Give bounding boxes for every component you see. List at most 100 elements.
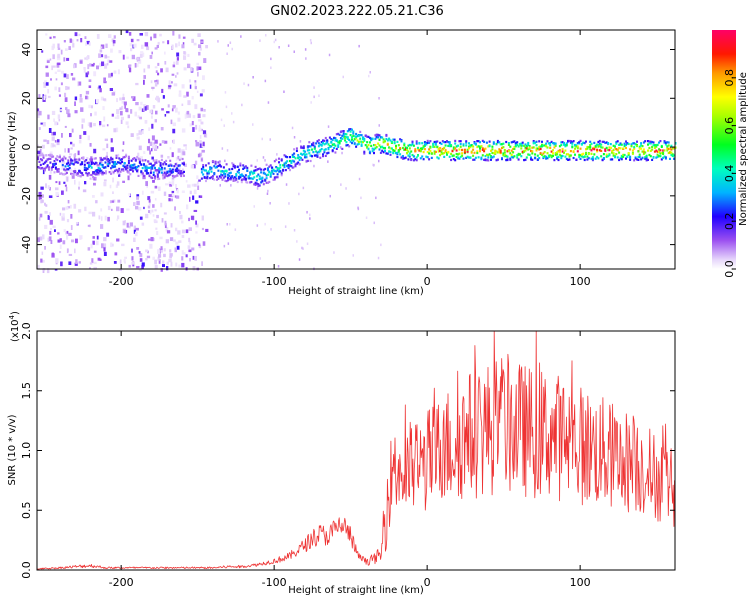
ridge-cell [289, 169, 291, 172]
noise-cell [135, 82, 139, 86]
noise-cell [223, 124, 225, 127]
ridge-cell [349, 130, 352, 133]
noise-cell [103, 181, 107, 187]
ridge-cell [165, 159, 168, 162]
noise-cell [190, 215, 195, 220]
noise-cell [38, 217, 41, 221]
ridge-cell [351, 128, 353, 131]
ridge-cell [290, 161, 293, 165]
ridge-cell [368, 151, 371, 155]
noise-cell [39, 236, 43, 241]
noise-cell [65, 186, 68, 192]
noise-cell [189, 258, 191, 262]
ridge-cell [276, 169, 279, 172]
noise-cell [154, 144, 157, 150]
ridge-cell [183, 163, 185, 166]
ridge-cell [67, 159, 70, 162]
ridge-cell [452, 148, 455, 151]
ridge-cell [227, 174, 229, 177]
ridge-cell [530, 149, 532, 153]
ridge-cell [602, 153, 605, 156]
ridge-cell [342, 130, 345, 133]
ridge-cell [589, 145, 592, 149]
ridge-cell [454, 159, 457, 162]
ridge-cell [99, 162, 101, 165]
colorbar: 0.00.20.40.60.8 Normalized spectral ampl… [712, 30, 749, 278]
ridge-cell [132, 170, 134, 173]
ridge-cell [578, 142, 581, 145]
ridge-cell [311, 155, 313, 158]
noise-cell [201, 149, 205, 153]
noise-cell [133, 229, 136, 234]
ridge-cell [568, 158, 571, 161]
noise-cell [79, 94, 82, 98]
ridge-cell [344, 133, 347, 136]
ridge-cell [174, 175, 177, 178]
noise-cell [163, 248, 166, 252]
ridge-cell [638, 153, 641, 156]
ridge-cell [235, 173, 238, 176]
noise-cell [70, 225, 73, 230]
ridge-cell [401, 146, 404, 150]
noise-cell [116, 98, 118, 103]
noise-cell [55, 191, 59, 196]
ridge-cell [107, 164, 110, 168]
noise-cell [50, 78, 52, 81]
ridge-cell [132, 167, 134, 170]
ridge-cell [468, 145, 470, 148]
ridge-cell [656, 143, 659, 146]
ridge-cell [162, 162, 165, 165]
ridge-cell [116, 171, 119, 174]
noise-cell [202, 75, 205, 80]
noise-cell [177, 148, 181, 153]
ridge-cell [114, 161, 117, 164]
noise-cell [100, 208, 103, 212]
noise-cell [357, 206, 359, 210]
noise-cell [91, 258, 94, 263]
ridge-cell [293, 155, 296, 158]
ridge-cell [345, 144, 348, 147]
ridge-cell [461, 152, 464, 155]
ridge-cell [129, 166, 132, 169]
ridge-cell [561, 154, 564, 158]
noise-cell [65, 86, 68, 91]
ridge-cell [119, 170, 122, 173]
ridge-cell [339, 130, 342, 134]
ridge-cell [490, 156, 492, 159]
ridge-cell [663, 149, 666, 152]
ridge-cell [309, 159, 312, 163]
ridge-cell [171, 171, 174, 174]
ridge-cell [324, 142, 327, 145]
noise-cell [65, 206, 69, 210]
ridge-cell [134, 166, 137, 169]
ridge-cell [542, 152, 545, 155]
ridge-cell [659, 149, 662, 152]
ridge-cell [597, 140, 600, 144]
ridge-cell [370, 139, 373, 142]
noise-cell [341, 151, 343, 155]
ridge-cell [640, 158, 643, 161]
noise-cell [38, 110, 42, 116]
ridge-cell [384, 149, 386, 153]
ridge-cell [178, 158, 181, 161]
ridge-cell [160, 171, 163, 174]
ridge-cell [620, 155, 623, 158]
noise-cell [37, 113, 40, 118]
ridge-cell [41, 159, 44, 162]
ridge-cell [619, 142, 622, 145]
noise-cell [63, 73, 67, 78]
noise-cell [153, 219, 157, 223]
ridge-cell [177, 169, 180, 172]
ridge-cell [574, 143, 576, 147]
noise-cell [224, 91, 227, 94]
ridge-cell [582, 141, 585, 144]
ridge-cell [253, 176, 256, 179]
ridge-cell [359, 130, 362, 133]
noise-cell [94, 111, 97, 116]
ridge-cell [331, 149, 334, 152]
noise-cell [44, 224, 48, 229]
ridge-cell [538, 140, 541, 143]
ridge-cell [578, 155, 581, 159]
ridge-cell [434, 140, 437, 143]
ridge-cell [596, 155, 599, 159]
